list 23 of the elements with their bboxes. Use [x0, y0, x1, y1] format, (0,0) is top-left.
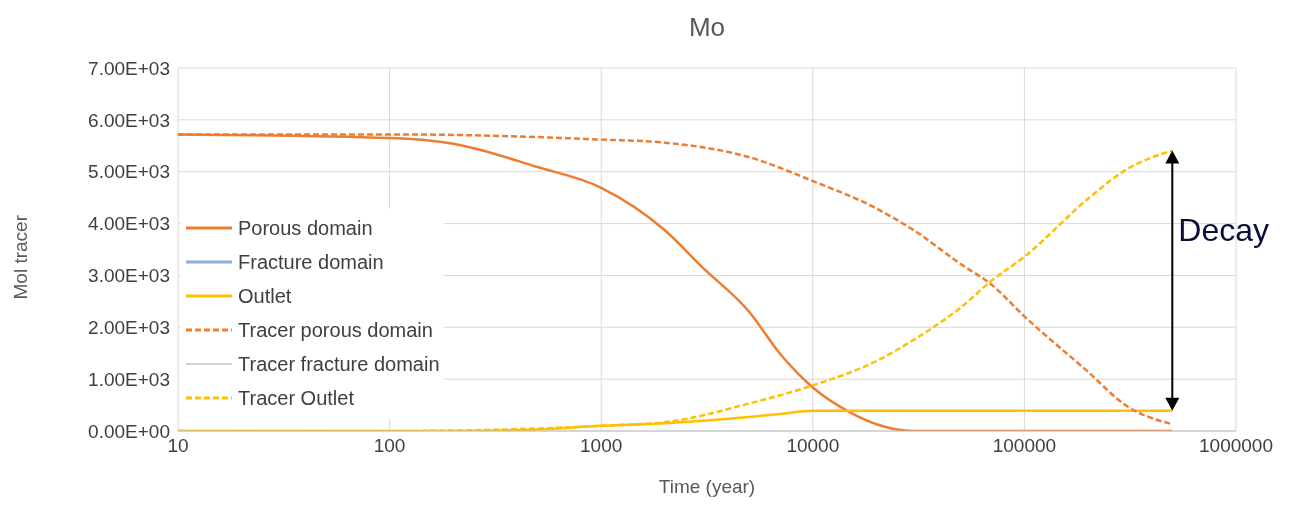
- chart-title: Mo: [687, 12, 727, 43]
- legend-label: Fracture domain: [238, 250, 384, 274]
- x-tick-label: 100000: [992, 435, 1057, 457]
- y-tick-label: 3.00E+03: [88, 265, 170, 287]
- y-tick-label: 5.00E+03: [88, 161, 170, 183]
- y-axis-title: Mol tracer: [9, 214, 31, 300]
- y-tick-label: 1.00E+03: [88, 368, 170, 390]
- legend-label: Porous domain: [238, 216, 373, 240]
- y-tick-label: 6.00E+03: [88, 109, 170, 131]
- y-tick-label: 4.00E+03: [88, 213, 170, 235]
- y-tick-label: 2.00E+03: [88, 317, 170, 339]
- legend-label: Tracer Outlet: [238, 386, 354, 410]
- y-tick-label: 0.00E+00: [88, 420, 170, 442]
- x-tick-label: 1000: [580, 435, 623, 457]
- y-tick-label: 7.00E+03: [88, 57, 170, 79]
- x-tick-label: 100: [373, 435, 406, 457]
- x-tick-label: 1000000: [1199, 435, 1273, 457]
- x-axis-title: Time (year): [658, 476, 756, 497]
- x-tick-label: 10000: [786, 435, 840, 457]
- legend-label: Outlet: [238, 284, 292, 308]
- legend-label: Tracer fracture domain: [238, 352, 440, 376]
- legend-label: Tracer porous domain: [238, 318, 433, 342]
- annotation: Decay: [1178, 211, 1270, 248]
